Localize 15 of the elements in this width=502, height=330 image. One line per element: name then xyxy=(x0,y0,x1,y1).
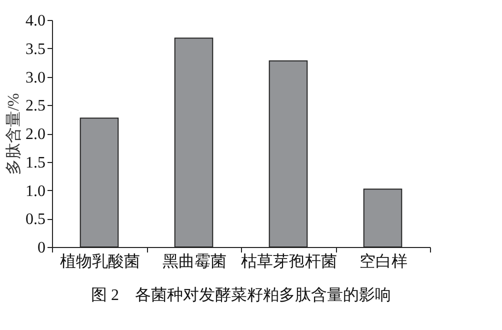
y-axis-title: 多肽含量/% xyxy=(4,93,22,175)
x-tick-label: 植物乳酸菌 xyxy=(60,252,140,270)
y-tick-label: 1.0 xyxy=(26,182,46,200)
y-tick-label: 1.5 xyxy=(26,154,46,172)
x-tick-label: 空白样 xyxy=(359,252,408,270)
y-tick-label: 0 xyxy=(38,240,46,256)
x-tick-label: 黑曲霉菌 xyxy=(162,252,226,270)
y-tick-label: 3.5 xyxy=(26,40,46,58)
x-tick-label: 枯草芽孢杆菌 xyxy=(240,252,337,270)
y-tick-label: 0.5 xyxy=(26,211,46,228)
y-tick-label: 2.5 xyxy=(26,98,46,115)
y-tick-label: 3.0 xyxy=(26,69,46,86)
text: 图 2 各菌种对发酵菜籽粕多肽含量的影响 xyxy=(91,286,391,304)
y-tick-label: 4.0 xyxy=(26,12,46,30)
y-tick-label: 2.0 xyxy=(26,126,46,143)
